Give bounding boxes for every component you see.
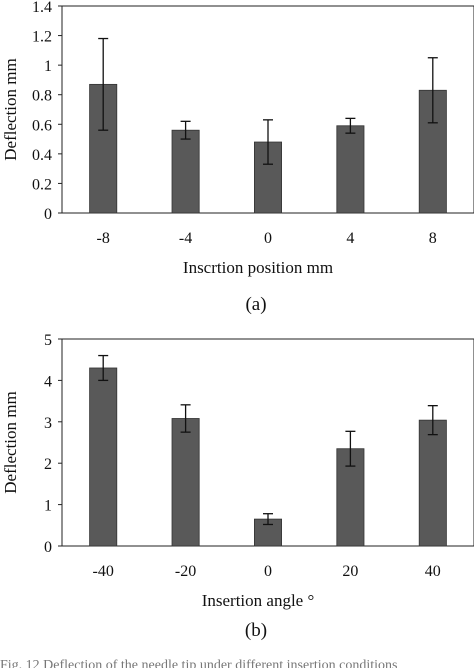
chart-b-xtick-label: 20 <box>342 563 358 580</box>
chart-a-ytick-label: 0.4 <box>32 147 52 164</box>
chart-b-ytick-label: 4 <box>44 373 52 390</box>
chart-a-xtick-label: 4 <box>346 230 354 247</box>
chart-a: 0 0.2 0.4 0.6 0.8 1 1.2 1.4 -8 -4 0 4 8 Inscrtion pos… <box>1 0 474 277</box>
chart-b-bar <box>171 418 200 547</box>
figure-caption-text: Fig. 12 Deflection of the needle tip und… <box>0 658 398 668</box>
chart-b-ytick-label: 0 <box>44 539 52 556</box>
chart-b-xtick-label: 40 <box>425 563 441 580</box>
chart-a-ytick-label: 1.4 <box>32 0 52 16</box>
chart-b-bar <box>418 419 447 547</box>
chart-a-xtick-label: -8 <box>97 230 110 247</box>
chart-a-ytick-label: 0.2 <box>32 176 52 193</box>
chart-a-bar <box>171 129 200 214</box>
caption-b: (b) <box>244 620 268 641</box>
chart-b-xtick-label: -40 <box>93 563 114 580</box>
chart-a-ytick-label: 0 <box>44 206 52 223</box>
chart-a-ytick-label: 1.2 <box>32 29 52 46</box>
chart-b-y-axis-label: Deflection mm <box>1 391 20 493</box>
chart-b-xtick-label: -20 <box>175 563 196 580</box>
chart-b-x-axis-label: Insertion angle ° <box>202 591 315 610</box>
chart-a-x-axis-label: Inscrtion position mm <box>183 258 333 277</box>
chart-a-xtick-label: -4 <box>179 230 192 247</box>
chart-a-y-axis-label: Deflection mm <box>1 58 20 160</box>
caption-a: (a) <box>245 294 267 315</box>
chart-a-xtick-label: 8 <box>429 230 437 247</box>
chart-a-ytick-label: 0.8 <box>32 88 52 105</box>
chart-a-xtick-label: 0 <box>264 230 272 247</box>
chart-b-xtick-label: 0 <box>264 563 272 580</box>
chart-b-ytick-label: 1 <box>44 498 52 515</box>
chart-a-ytick-label: 1 <box>44 58 52 75</box>
chart-a-bar <box>336 125 365 214</box>
chart-a-ytick-label: 0.6 <box>32 117 52 134</box>
chart-b-ytick-label: 5 <box>44 332 52 349</box>
chart-b: 0 1 2 3 4 5 -40 -20 0 20 40 Insertion angle ° Deflec… <box>1 332 474 610</box>
chart-b-ytick-label: 3 <box>44 415 52 432</box>
chart-b-bar <box>89 367 118 547</box>
chart-b-ytick-label: 2 <box>44 456 52 473</box>
